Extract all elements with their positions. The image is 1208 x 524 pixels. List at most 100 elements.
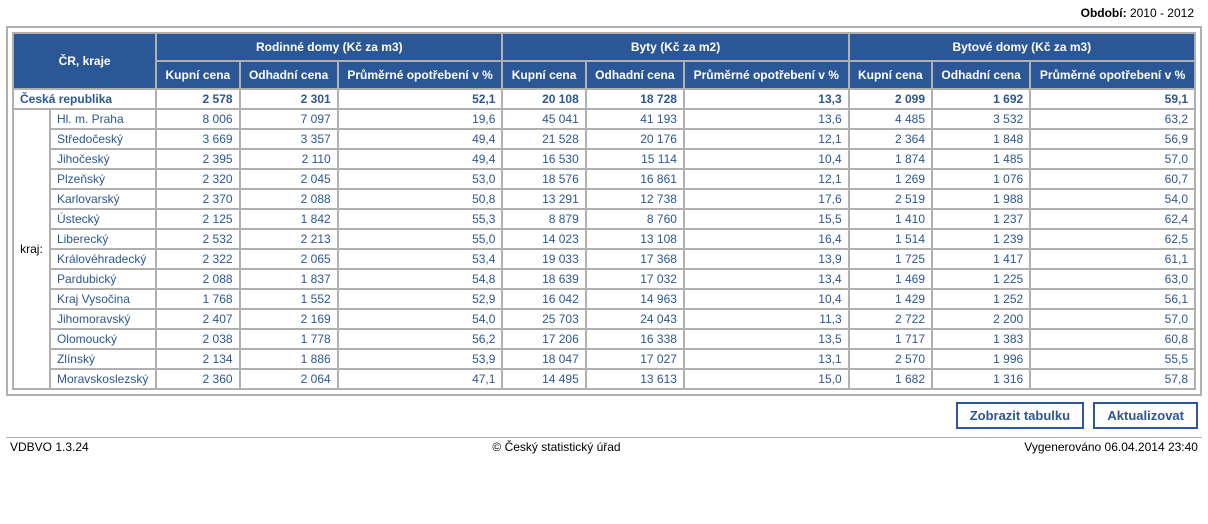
row-6-cell-6: 1 514 [849,229,932,249]
row-11-cell-3: 17 206 [502,329,585,349]
row-7-cell-5: 13,9 [684,249,849,269]
row-10-cell-5: 11,3 [684,309,849,329]
row-2-cell-3: 16 530 [502,149,585,169]
row-4-cell-7: 1 988 [932,189,1030,209]
row-3-cell-8: 60,7 [1030,169,1195,189]
row-10-cell-4: 24 043 [586,309,684,329]
row-total-cell-8: 59,1 [1030,89,1195,109]
col-sub-1-1: Odhadní cena [586,61,684,89]
row-6-cell-4: 13 108 [586,229,684,249]
row-total-cell-4: 18 728 [586,89,684,109]
row-1-cell-7: 1 848 [932,129,1030,149]
row-10-cell-1: 2 169 [240,309,338,329]
row-6-cell-7: 1 239 [932,229,1030,249]
row-12-cell-2: 53,9 [338,349,503,369]
row-7-cell-8: 61,1 [1030,249,1195,269]
row-4-cell-2: 50,8 [338,189,503,209]
row-4-label: Karlovarský [50,189,156,209]
row-total-cell-3: 20 108 [502,89,585,109]
row-total-cell-1: 2 301 [240,89,338,109]
row-7-cell-6: 1 725 [849,249,932,269]
col-sub-2-0: Kupní cena [849,61,932,89]
row-13-cell-1: 2 064 [240,369,338,389]
row-5-cell-7: 1 237 [932,209,1030,229]
row-3-cell-5: 12,1 [684,169,849,189]
row-3-cell-1: 2 045 [240,169,338,189]
footer: VDBVO 1.3.24 © Český statistický úřad Vy… [6,440,1202,454]
show-table-button[interactable]: Zobrazit tabulku [956,402,1084,429]
row-12-cell-7: 1 996 [932,349,1030,369]
row-8-cell-0: 2 088 [156,269,239,289]
refresh-button[interactable]: Aktualizovat [1093,402,1198,429]
row-9-cell-0: 1 768 [156,289,239,309]
row-8-cell-5: 13,4 [684,269,849,289]
period-value: 2010 - 2012 [1130,6,1194,20]
row-2-cell-8: 57,0 [1030,149,1195,169]
row-12-cell-1: 1 886 [240,349,338,369]
row-5-cell-3: 8 879 [502,209,585,229]
row-8-cell-1: 1 837 [240,269,338,289]
col-sub-1-2: Průměrné opotřebení v % [684,61,849,89]
row-12-cell-3: 18 047 [502,349,585,369]
row-1-cell-4: 20 176 [586,129,684,149]
col-sub-0-0: Kupní cena [156,61,239,89]
row-0-label: Hl. m. Praha [50,109,156,129]
row-0-cell-4: 41 193 [586,109,684,129]
row-1-cell-3: 21 528 [502,129,585,149]
row-6-label: Liberecký [50,229,156,249]
row-5-cell-5: 15,5 [684,209,849,229]
col-sub-0-1: Odhadní cena [240,61,338,89]
row-4-cell-6: 2 519 [849,189,932,209]
row-8-cell-7: 1 225 [932,269,1030,289]
row-3-cell-4: 16 861 [586,169,684,189]
row-8-cell-4: 17 032 [586,269,684,289]
row-10-cell-0: 2 407 [156,309,239,329]
row-9-cell-1: 1 552 [240,289,338,309]
row-3-cell-3: 18 576 [502,169,585,189]
period-label: Období: [1081,6,1127,20]
row-6-cell-5: 16,4 [684,229,849,249]
row-2-cell-5: 10,4 [684,149,849,169]
row-7-cell-2: 53,4 [338,249,503,269]
row-2-cell-7: 1 485 [932,149,1030,169]
row-9-cell-5: 10,4 [684,289,849,309]
footer-divider [6,437,1202,438]
row-12-cell-6: 2 570 [849,349,932,369]
row-4-cell-4: 12 738 [586,189,684,209]
row-6-cell-1: 2 213 [240,229,338,249]
row-5-cell-8: 62,4 [1030,209,1195,229]
row-6-cell-8: 62,5 [1030,229,1195,249]
row-4-cell-5: 17,6 [684,189,849,209]
row-13-cell-5: 15,0 [684,369,849,389]
data-table: ČR, krajeRodinné domy (Kč za m3)Byty (Kč… [12,32,1196,390]
row-3-cell-0: 2 320 [156,169,239,189]
row-8-cell-3: 18 639 [502,269,585,289]
row-0-cell-2: 19,6 [338,109,503,129]
row-4-cell-8: 54,0 [1030,189,1195,209]
row-13-cell-3: 14 495 [502,369,585,389]
col-region-header: ČR, kraje [13,33,156,89]
row-1-label: Středočeský [50,129,156,149]
row-total-label: Česká republika [13,89,156,109]
row-6-cell-0: 2 532 [156,229,239,249]
row-5-cell-6: 1 410 [849,209,932,229]
row-2-label: Jihočeský [50,149,156,169]
row-7-label: Královéhradecký [50,249,156,269]
table-frame: ČR, krajeRodinné domy (Kč za m3)Byty (Kč… [6,26,1202,396]
row-2-cell-4: 15 114 [586,149,684,169]
footer-org: © Český statistický úřad [492,440,620,454]
row-9-cell-7: 1 252 [932,289,1030,309]
row-9-cell-3: 16 042 [502,289,585,309]
table-body: Česká republika2 5782 30152,120 10818 72… [13,89,1195,389]
row-1-cell-5: 12,1 [684,129,849,149]
row-3-cell-6: 1 269 [849,169,932,189]
col-sub-2-2: Průměrné opotřebení v % [1030,61,1195,89]
row-12-cell-4: 17 027 [586,349,684,369]
row-2-cell-2: 49,4 [338,149,503,169]
row-7-cell-7: 1 417 [932,249,1030,269]
row-1-cell-8: 56,9 [1030,129,1195,149]
row-2-cell-0: 2 395 [156,149,239,169]
row-11-cell-2: 56,2 [338,329,503,349]
row-13-cell-7: 1 316 [932,369,1030,389]
footer-generated: Vygenerováno 06.04.2014 23:40 [1024,440,1198,454]
